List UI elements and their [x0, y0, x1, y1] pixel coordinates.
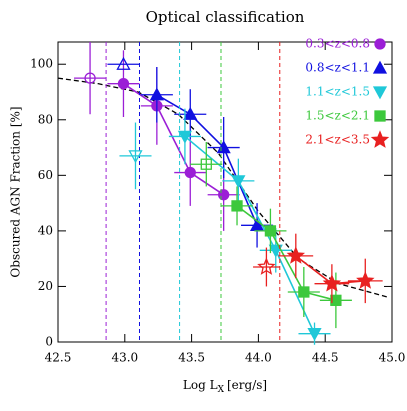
x-label-unit: [erg/s] — [227, 378, 267, 392]
x-label-sub: X — [218, 385, 225, 395]
y-tick-label: 20 — [38, 279, 53, 293]
marker — [84, 72, 96, 84]
marker — [286, 246, 306, 264]
y-tick-label: 60 — [38, 168, 53, 182]
marker — [264, 225, 277, 237]
marker — [356, 271, 375, 289]
x-tick-label: 44.0 — [245, 351, 272, 365]
x-tick-label: 43.5 — [178, 351, 205, 365]
series-line — [156, 94, 258, 226]
y-tick-label: 40 — [38, 223, 53, 237]
marker — [374, 110, 386, 122]
y-axis-label: Obscured AGN Fraction [%] — [9, 106, 23, 277]
legend-label: 0.8<z<1.1 — [305, 61, 370, 75]
marker — [372, 60, 388, 74]
model-line — [57, 77, 390, 299]
y-tick-label: 100 — [30, 57, 53, 71]
marker — [372, 86, 388, 100]
marker — [128, 150, 143, 164]
legend-label: 1.5<z<2.1 — [305, 109, 370, 123]
x-tick-label: 43.0 — [111, 351, 138, 365]
series-line — [123, 83, 225, 196]
series-line — [184, 135, 316, 335]
legend-label: 1.1<z<1.5 — [305, 85, 370, 99]
marker — [218, 189, 230, 201]
marker — [268, 244, 283, 258]
marker — [116, 56, 131, 70]
marker — [330, 294, 342, 306]
x-label-text: Log L — [183, 378, 218, 392]
series-line — [236, 205, 337, 302]
marker — [322, 273, 342, 292]
marker — [298, 286, 310, 298]
x-tick-label: 44.5 — [312, 351, 339, 365]
marker — [370, 130, 390, 148]
marker — [257, 257, 276, 275]
y-tick-label: 80 — [38, 112, 53, 126]
legend-label: 0.3<z<0.8 — [305, 37, 370, 51]
marker — [231, 200, 243, 212]
marker — [307, 328, 322, 342]
marker — [231, 175, 246, 189]
x-tick-label: 42.5 — [45, 351, 72, 365]
marker — [149, 87, 164, 101]
y-tick-label: 0 — [45, 335, 53, 349]
legend-label: 2.1<z<3.5 — [305, 133, 370, 147]
chart-title: Optical classification — [146, 8, 305, 26]
x-axis-label: Log LX [erg/s] — [183, 378, 267, 395]
marker — [183, 106, 198, 120]
plot-frame — [57, 41, 393, 343]
marker — [117, 78, 130, 90]
x-tick-label: 45.0 — [379, 351, 406, 365]
marker — [177, 130, 193, 144]
marker — [374, 38, 386, 50]
marker — [200, 158, 212, 170]
marker — [184, 166, 196, 179]
